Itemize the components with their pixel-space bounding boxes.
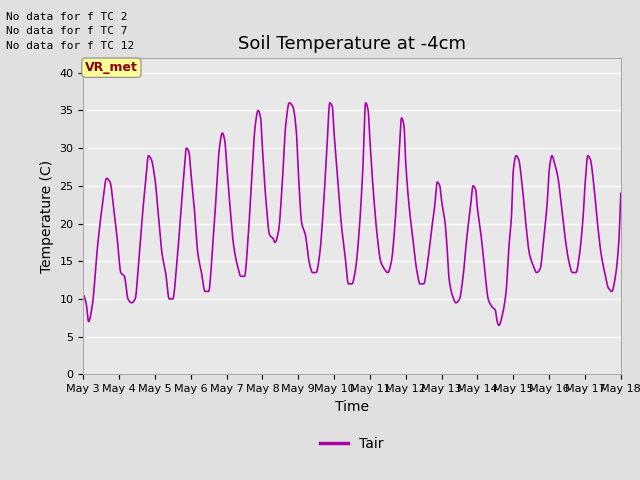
- Y-axis label: Temperature (C): Temperature (C): [40, 159, 54, 273]
- Tair: [495, 323, 503, 328]
- Tair: [141, 190, 148, 195]
- Tair: [607, 288, 614, 294]
- Legend: Tair: Tair: [315, 431, 389, 456]
- Text: VR_met: VR_met: [85, 61, 138, 74]
- Tair: [285, 100, 293, 106]
- Tair: [285, 100, 293, 106]
- X-axis label: Time: Time: [335, 400, 369, 414]
- Text: No data for f TC 7: No data for f TC 7: [6, 26, 128, 36]
- Text: No data for f TC 12: No data for f TC 12: [6, 41, 134, 51]
- Text: No data for f TC 2: No data for f TC 2: [6, 12, 128, 22]
- Tair: [173, 265, 180, 271]
- Tair: [79, 292, 87, 298]
- Tair: [309, 270, 317, 276]
- Tair: [617, 191, 625, 196]
- Title: Soil Temperature at -4cm: Soil Temperature at -4cm: [238, 35, 466, 53]
- Tair: [549, 154, 557, 159]
- Line: Tair: Tair: [83, 103, 621, 325]
